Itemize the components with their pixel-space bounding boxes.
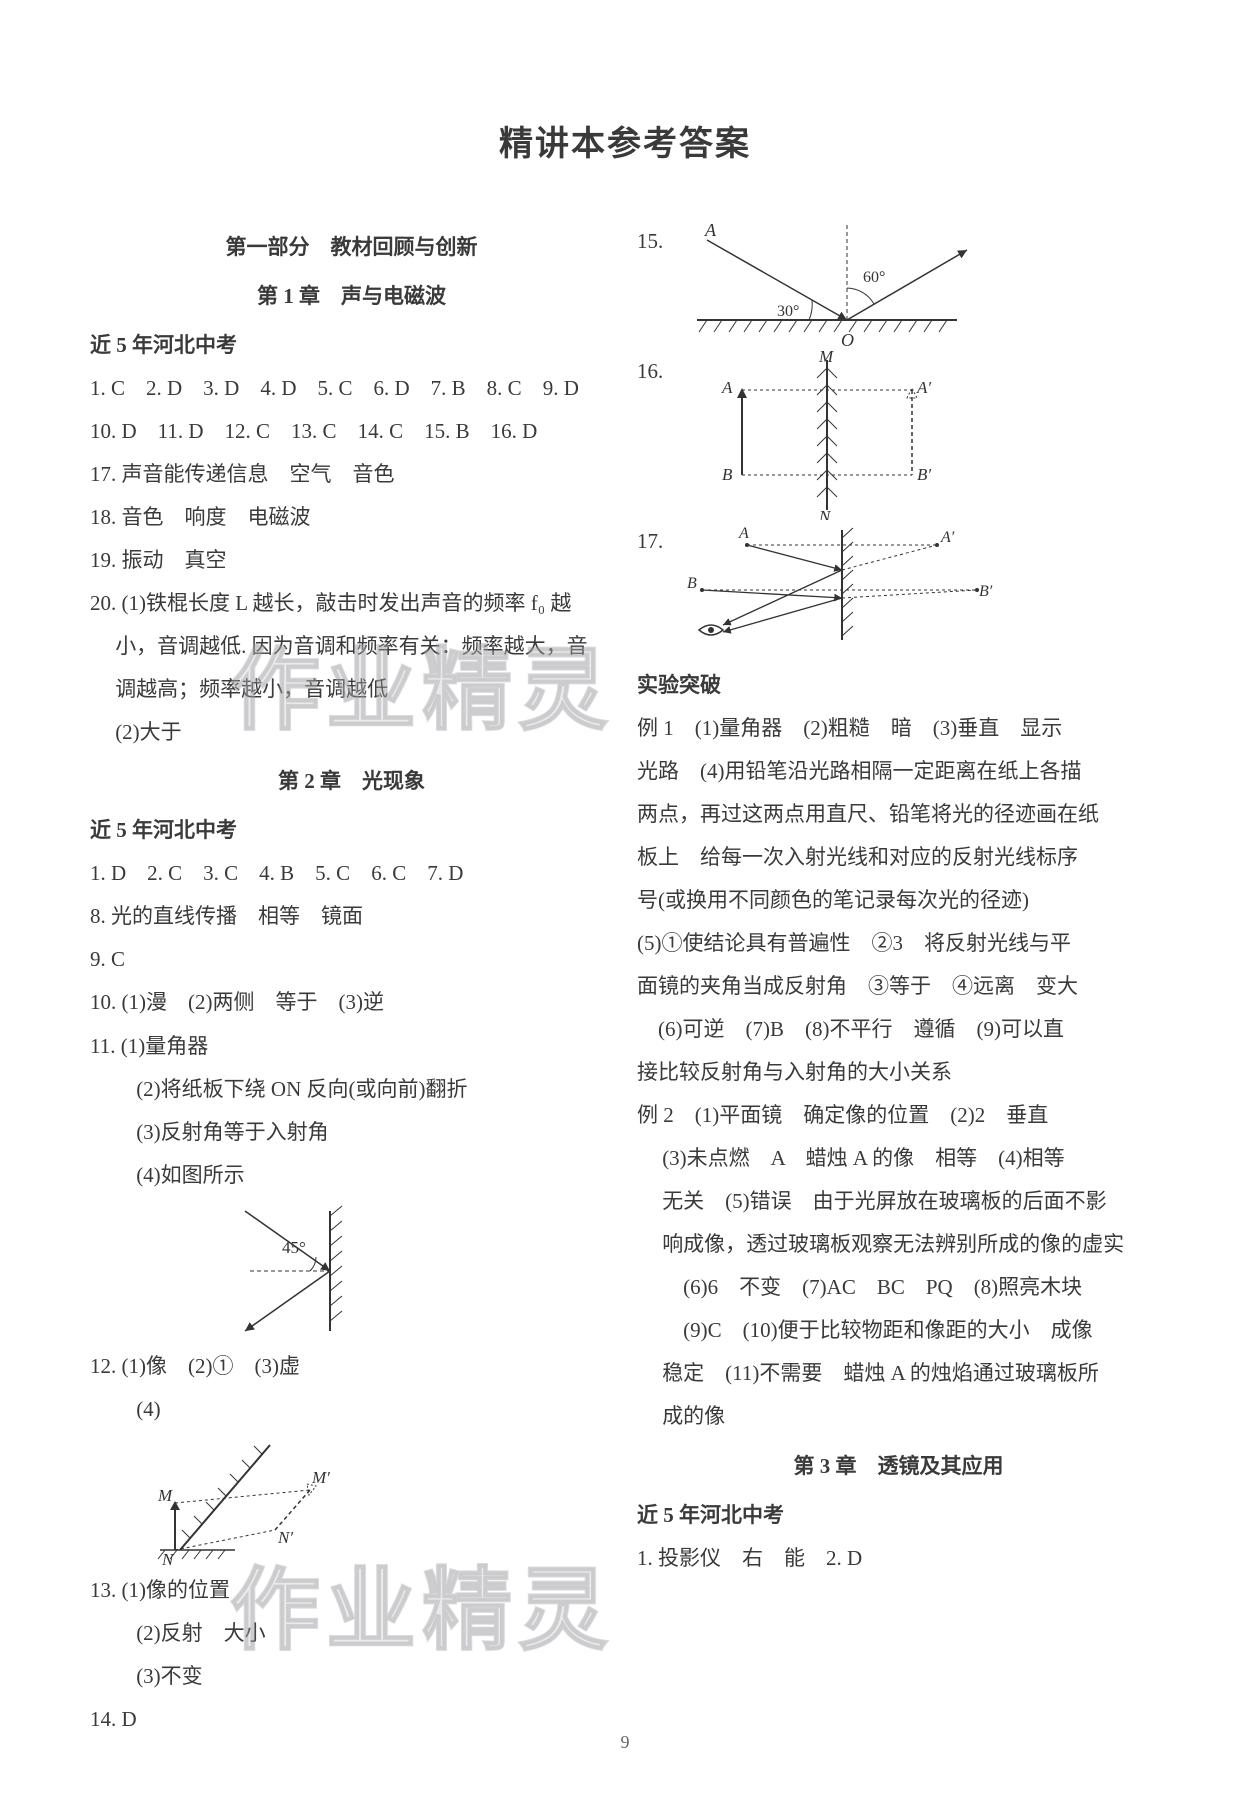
- answer-line: (9)C (10)便于比较物距和像距的大小 成像: [637, 1309, 1160, 1352]
- answer-line: 18. 音色 响度 电磁波: [90, 496, 613, 539]
- answer-line: 13. (1)像的位置: [90, 1569, 613, 1612]
- answer-line: 19. 振动 真空: [90, 539, 613, 582]
- label-mp: M′: [311, 1468, 330, 1487]
- answer-line: (3)不变: [90, 1655, 613, 1698]
- label-n2: N: [818, 507, 832, 520]
- answer-line: 17. 声音能传递信息 空气 音色: [90, 453, 613, 496]
- mirror-ab-image-diagram: M N A B A′ B′: [677, 350, 977, 520]
- sub-heading-2: 近 5 年河北中考: [90, 809, 613, 852]
- answer-line: (2)大于: [90, 711, 613, 754]
- answer-line: 响成像，透过玻璃板观察无法辨别所成的像的虚实: [637, 1223, 1160, 1266]
- answer-line: 1. C 2. D 3. D 4. D 5. C 6. D 7. B 8. C …: [90, 367, 613, 410]
- answer-line: 成的像: [637, 1395, 1160, 1438]
- label-bp3: B′: [979, 583, 993, 600]
- figure-16-row: 16.: [637, 350, 1160, 520]
- answer-line: 接比较反射角与入射角的大小关系: [637, 1051, 1160, 1094]
- two-column-layout: 第一部分 教材回顾与创新 第 1 章 声与电磁波 近 5 年河北中考 1. C …: [90, 220, 1160, 1741]
- label-bp2: B′: [917, 465, 931, 484]
- answer-line: 1. 投影仪 右 能 2. D: [637, 1537, 1160, 1580]
- section-experiment: 实验突破: [637, 664, 1160, 707]
- page-number: 9: [621, 1724, 630, 1761]
- answer-line: (4)如图所示: [90, 1154, 613, 1197]
- answer-line: 1. D 2. C 3. C 4. B 5. C 6. C 7. D: [90, 852, 613, 895]
- answer-line: (2)反射 大小: [90, 1612, 613, 1655]
- answer-line: 面镜的夹角当成反射角 ③等于 ④远离 变大: [637, 965, 1160, 1008]
- answer-line: 板上 给每一次入射光线和对应的反射光线标序: [637, 836, 1160, 879]
- answer-line: (2)将纸板下绕 ON 反向(或向前)翻折: [90, 1068, 613, 1111]
- label-np: N′: [277, 1528, 293, 1547]
- answer-line: (6)可逆 (7)B (8)不平行 遵循 (9)可以直: [637, 1008, 1160, 1051]
- reflection-30-60-diagram: A O 30° 60°: [677, 220, 977, 350]
- label-a3: A: [738, 525, 749, 542]
- answer-line: 小，音调越低. 因为音调和频率有关：频率越大，音: [90, 625, 613, 668]
- answer-line: (4): [90, 1388, 613, 1431]
- reflection-45-diagram: 45°: [210, 1201, 390, 1341]
- angle-60: 60°: [863, 269, 885, 286]
- answer-line: 9. C: [90, 938, 613, 981]
- mirror-image-mn-diagram: M N M′ N′: [140, 1435, 360, 1565]
- answer-line: 10. (1)漫 (2)两侧 等于 (3)逆: [90, 981, 613, 1024]
- page-title: 精讲本参考答案: [90, 110, 1160, 180]
- answer-line: 调越高；频率越小，音调越低: [90, 668, 613, 711]
- item-number: 17.: [637, 520, 671, 563]
- answer-line: 20. (1)铁棍长度 L 越长，敲击时发出声音的频率 f₀ 越: [90, 582, 613, 625]
- eye-mirror-diagram: A B A′ B′: [677, 520, 997, 660]
- label-b3: B: [687, 575, 697, 592]
- answer-line: 例 2 (1)平面镜 确定像的位置 (2)2 垂直: [637, 1094, 1160, 1137]
- answer-line: 光路 (4)用铅笔沿光路相隔一定距离在纸上各描: [637, 750, 1160, 793]
- chapter-3-heading: 第 3 章 透镜及其应用: [637, 1445, 1160, 1488]
- angle-30: 30°: [777, 303, 799, 320]
- label-m2: M: [818, 350, 834, 366]
- answer-line: 11. (1)量角器: [90, 1025, 613, 1068]
- item-number: 15.: [637, 220, 671, 263]
- label-n: N: [161, 1550, 175, 1565]
- answer-line: 14. D: [90, 1698, 613, 1741]
- label-m: M: [157, 1486, 173, 1505]
- answer-line: 无关 (5)错误 由于光屏放在玻璃板的后面不影: [637, 1180, 1160, 1223]
- chapter-1-heading: 第 1 章 声与电磁波: [90, 275, 613, 318]
- label-ap3: A′: [940, 529, 955, 546]
- figure-17-row: 17.: [637, 520, 1160, 660]
- answer-line: 例 1 (1)量角器 (2)粗糙 暗 (3)垂直 显示: [637, 707, 1160, 750]
- answer-line: (3)未点燃 A 蜡烛 A 的像 相等 (4)相等: [637, 1137, 1160, 1180]
- right-column: 15.: [637, 220, 1160, 1741]
- label-b2: B: [722, 465, 733, 484]
- answer-line: (5)①使结论具有普遍性 ②3 将反射光线与平: [637, 922, 1160, 965]
- answer-line: (3)反射角等于入射角: [90, 1111, 613, 1154]
- chapter-2-heading: 第 2 章 光现象: [90, 760, 613, 803]
- item-number: 16.: [637, 350, 671, 393]
- label-a: A: [704, 220, 717, 240]
- left-column: 第一部分 教材回顾与创新 第 1 章 声与电磁波 近 5 年河北中考 1. C …: [90, 220, 613, 1741]
- figure-11-4: 45°: [210, 1201, 613, 1341]
- answer-line: 8. 光的直线传播 相等 镜面: [90, 895, 613, 938]
- angle-45-label: 45°: [282, 1238, 306, 1257]
- part-heading: 第一部分 教材回顾与创新: [90, 226, 613, 269]
- answer-line: 12. (1)像 (2)① (3)虚: [90, 1345, 613, 1388]
- sub-heading-3: 近 5 年河北中考: [637, 1494, 1160, 1537]
- sub-heading-1: 近 5 年河北中考: [90, 324, 613, 367]
- label-a2: A: [721, 378, 733, 397]
- answer-line: 两点，再过这两点用直尺、铅笔将光的径迹画在纸: [637, 793, 1160, 836]
- answer-line: 号(或换用不同颜色的笔记录每次光的径迹): [637, 879, 1160, 922]
- figure-12-4: M N M′ N′: [140, 1435, 613, 1565]
- label-o: O: [841, 330, 854, 350]
- figure-15-row: 15.: [637, 220, 1160, 350]
- label-ap2: A′: [916, 378, 931, 397]
- answer-line: 稳定 (11)不需要 蜡烛 A 的烛焰通过玻璃板所: [637, 1352, 1160, 1395]
- answer-line: (6)6 不变 (7)AC BC PQ (8)照亮木块: [637, 1266, 1160, 1309]
- answer-line: 10. D 11. D 12. C 13. C 14. C 15. B 16. …: [90, 410, 613, 453]
